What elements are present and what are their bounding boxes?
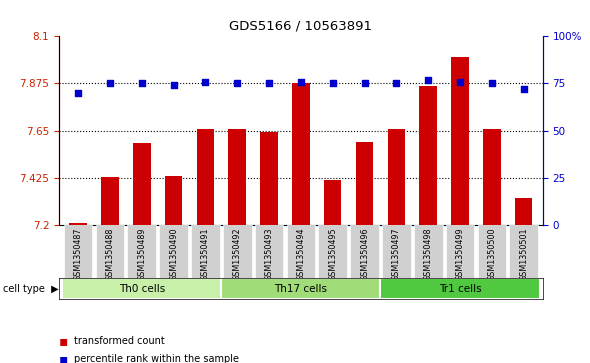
Text: GSM1350494: GSM1350494 xyxy=(296,228,306,281)
Text: cell type  ▶: cell type ▶ xyxy=(3,284,58,294)
Text: GSM1350491: GSM1350491 xyxy=(201,228,210,281)
FancyBboxPatch shape xyxy=(319,225,347,278)
FancyBboxPatch shape xyxy=(382,225,411,278)
Bar xyxy=(165,176,182,225)
Point xyxy=(264,81,274,86)
Title: GDS5166 / 10563891: GDS5166 / 10563891 xyxy=(230,19,372,32)
Bar xyxy=(419,86,437,225)
Text: GSM1350488: GSM1350488 xyxy=(106,228,114,281)
FancyBboxPatch shape xyxy=(159,225,188,278)
FancyBboxPatch shape xyxy=(191,225,219,278)
Text: GSM1350498: GSM1350498 xyxy=(424,228,432,281)
Text: GSM1350489: GSM1350489 xyxy=(137,228,146,281)
Bar xyxy=(133,143,150,225)
Bar xyxy=(515,198,532,225)
FancyBboxPatch shape xyxy=(127,225,156,278)
Text: transformed count: transformed count xyxy=(74,336,165,346)
Text: GSM1350495: GSM1350495 xyxy=(328,228,337,281)
Text: ▪: ▪ xyxy=(59,334,68,348)
Text: Th17 cells: Th17 cells xyxy=(274,284,327,294)
Bar xyxy=(388,129,405,225)
Bar xyxy=(196,129,214,225)
Point xyxy=(105,81,114,86)
Point xyxy=(519,86,529,92)
Bar xyxy=(260,132,278,225)
Point xyxy=(360,81,369,86)
FancyBboxPatch shape xyxy=(287,225,315,278)
Bar xyxy=(228,129,246,225)
Point xyxy=(328,81,337,86)
Bar xyxy=(62,278,221,299)
FancyBboxPatch shape xyxy=(509,225,538,278)
Bar xyxy=(324,180,342,225)
FancyBboxPatch shape xyxy=(414,225,442,278)
Text: ▪: ▪ xyxy=(59,352,68,363)
Text: GSM1350497: GSM1350497 xyxy=(392,228,401,281)
Point xyxy=(455,79,465,85)
FancyBboxPatch shape xyxy=(350,225,379,278)
Text: GSM1350490: GSM1350490 xyxy=(169,228,178,281)
Bar xyxy=(221,278,381,299)
Bar xyxy=(381,278,540,299)
Point xyxy=(487,81,497,86)
FancyBboxPatch shape xyxy=(255,225,283,278)
FancyBboxPatch shape xyxy=(477,225,506,278)
Bar xyxy=(70,223,87,225)
FancyBboxPatch shape xyxy=(223,225,251,278)
Point xyxy=(169,82,178,88)
Point xyxy=(392,81,401,86)
Text: percentile rank within the sample: percentile rank within the sample xyxy=(74,354,239,363)
Bar xyxy=(292,83,310,225)
Point xyxy=(424,77,433,83)
Point xyxy=(137,81,146,86)
FancyBboxPatch shape xyxy=(96,225,124,278)
Bar xyxy=(451,57,469,225)
Text: GSM1350499: GSM1350499 xyxy=(455,228,464,281)
Text: GSM1350487: GSM1350487 xyxy=(74,228,83,281)
Bar xyxy=(356,142,373,225)
Text: Th0 cells: Th0 cells xyxy=(119,284,165,294)
Text: GSM1350493: GSM1350493 xyxy=(264,228,274,281)
Point xyxy=(201,79,210,85)
Bar xyxy=(101,177,119,225)
Point xyxy=(232,81,242,86)
FancyBboxPatch shape xyxy=(64,225,93,278)
Text: GSM1350492: GSM1350492 xyxy=(232,228,242,281)
Point xyxy=(296,79,306,85)
Bar xyxy=(483,129,501,225)
Text: GSM1350501: GSM1350501 xyxy=(519,228,528,281)
Point xyxy=(73,90,83,96)
Text: GSM1350500: GSM1350500 xyxy=(487,228,496,281)
Text: GSM1350496: GSM1350496 xyxy=(360,228,369,281)
FancyBboxPatch shape xyxy=(445,225,474,278)
Text: Tr1 cells: Tr1 cells xyxy=(439,284,481,294)
